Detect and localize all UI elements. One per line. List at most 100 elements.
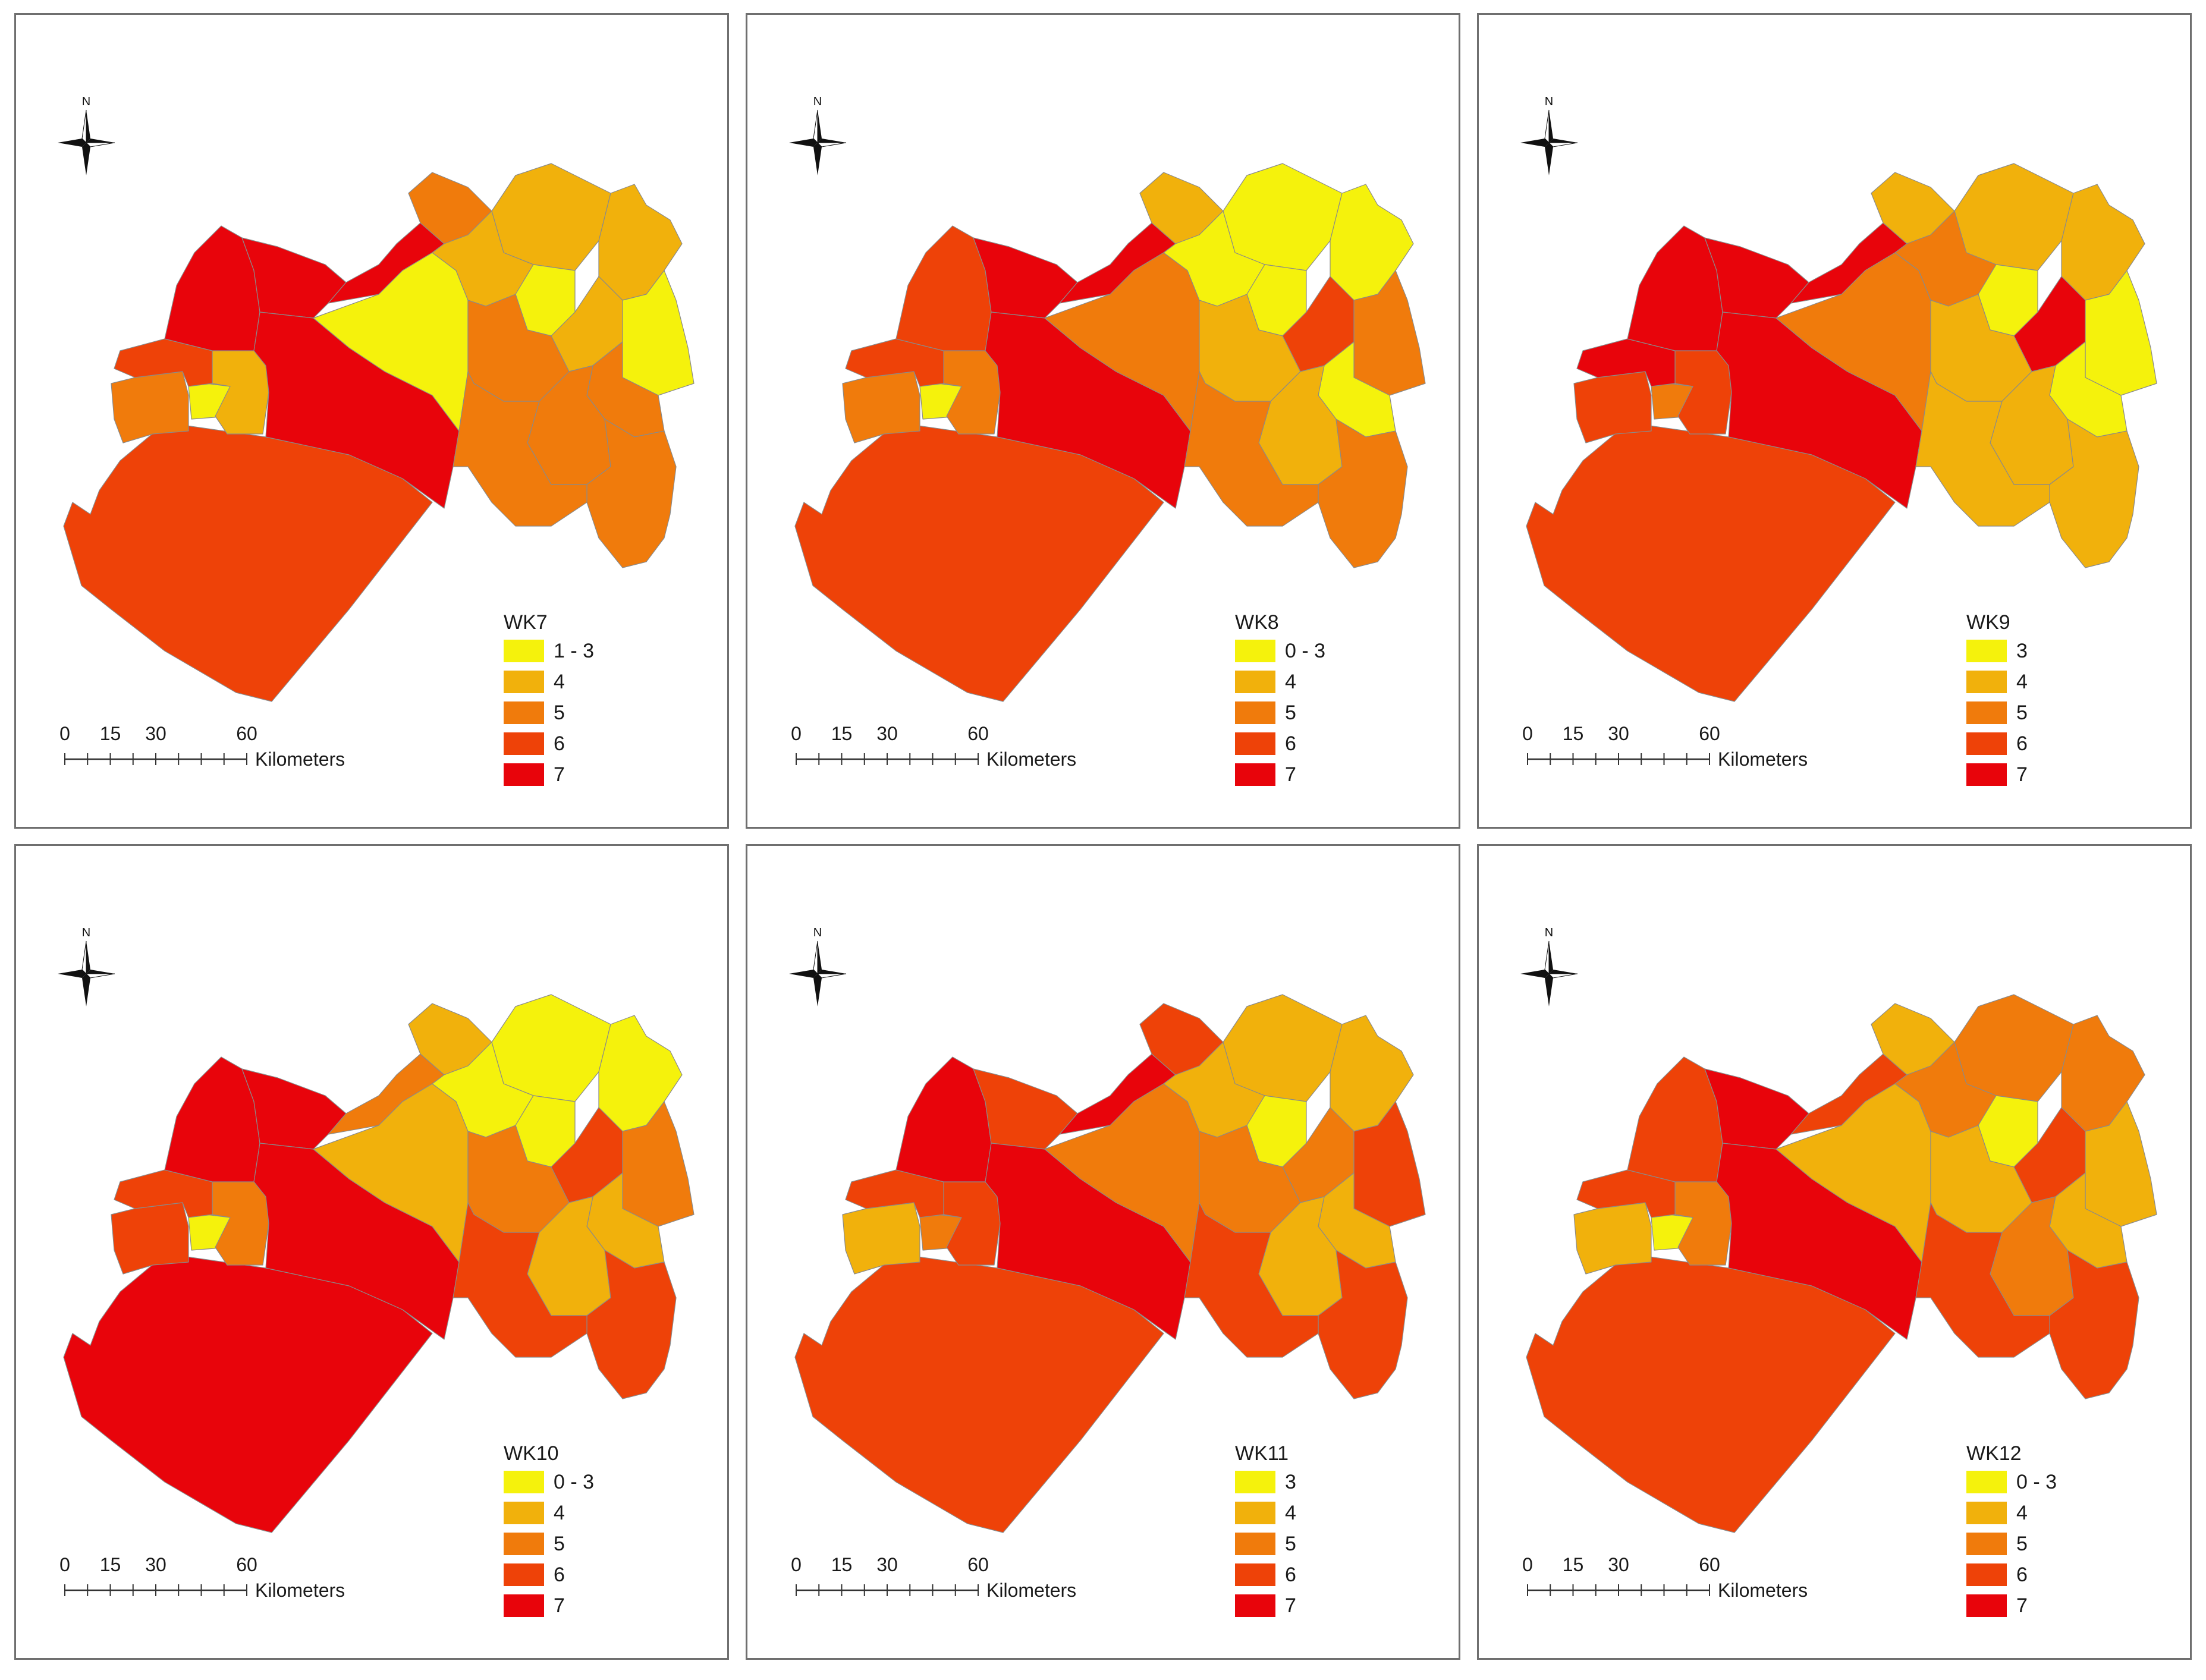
scale-tick-label: 0 (1522, 723, 1533, 744)
choropleth-map: N 0 15 30 60 Kilometers (58, 926, 695, 1601)
legend-entry: 7 (1966, 759, 2121, 790)
legend-swatch (1235, 1471, 1275, 1493)
region-ne2 (491, 163, 611, 271)
legend-entry: 5 (504, 697, 658, 728)
legend-entry: 4 (1235, 1497, 1390, 1528)
region-eLower (452, 371, 587, 527)
map-panel-wk9: N 0 15 30 60 Kilometers WK9 3 4 5 6 7 (1477, 13, 2192, 829)
legend-label: 7 (2016, 1594, 2028, 1617)
legend-label: 3 (1285, 1470, 1296, 1493)
legend-label: 6 (1285, 1563, 1296, 1586)
scale-tick-label: 0 (791, 1554, 802, 1575)
scale-tick-label: 0 (1522, 1554, 1533, 1575)
region-ne3 (598, 1015, 683, 1132)
legend-title: WK12 (1966, 1442, 2022, 1465)
legend-entry: 1 - 3 (504, 635, 658, 666)
legend-title: WK11 (1235, 1442, 1289, 1465)
legend-entry: 4 (1235, 666, 1390, 697)
map-panel-wk7: N 0 15 30 60 Kilometers WK7 1 - 3 4 5 6 7 (14, 13, 729, 829)
region-ne3 (1330, 184, 1414, 301)
scale-bar: 0 15 30 60 Kilometers (1522, 1554, 1808, 1601)
legend-title: WK9 (1966, 611, 2010, 634)
legend-label: 6 (554, 732, 565, 755)
scale-bar: 0 15 30 60 Kilometers (791, 1554, 1076, 1601)
legend-swatch (504, 1533, 544, 1555)
legend-entry: 3 (1966, 635, 2121, 666)
legend-swatch (504, 1563, 544, 1586)
region-ne3 (2061, 184, 2145, 301)
legend-swatch (1235, 1533, 1275, 1555)
scale-tick-label: 60 (967, 723, 989, 744)
legend-entry: 6 (1966, 728, 2121, 759)
legend-swatch (504, 732, 544, 755)
legend-entry: 6 (504, 1559, 658, 1590)
legend-swatch (1966, 640, 2007, 662)
legend-swatch (1966, 732, 2007, 755)
scale-tick-label: 60 (1699, 1554, 1720, 1575)
scale-unit-label: Kilometers (1718, 1580, 1808, 1601)
legend-label: 7 (1285, 1594, 1296, 1617)
north-arrow-icon: N (789, 926, 847, 1006)
legend-entry: 0 - 3 (1235, 635, 1390, 666)
scale-tick-label: 60 (1699, 723, 1720, 744)
legend-entry: 5 (1966, 1528, 2121, 1559)
choropleth-map: N 0 15 30 60 Kilometers (58, 95, 695, 770)
scale-bar: 0 15 30 60 Kilometers (791, 723, 1076, 770)
north-arrow-icon: N (58, 926, 115, 1006)
legend-label: 4 (2016, 670, 2028, 693)
scale-tick-label: 0 (791, 723, 802, 744)
legend-label: 7 (1285, 763, 1296, 786)
north-label: N (1545, 95, 1553, 108)
legend-label: 7 (554, 763, 565, 786)
region-eLower (452, 1202, 587, 1358)
map-legend: WK11 3 4 5 6 7 (1235, 1440, 1390, 1621)
legend-swatch (1235, 763, 1275, 786)
legend-label: 5 (1285, 701, 1296, 724)
map-legend: WK9 3 4 5 6 7 (1966, 609, 2121, 790)
region-ne2 (1223, 163, 1343, 271)
legend-label: 4 (2016, 1501, 2028, 1524)
legend-label: 6 (2016, 1563, 2028, 1586)
scale-tick-label: 30 (145, 723, 166, 744)
map-legend: WK8 0 - 3 4 5 6 7 (1235, 609, 1390, 790)
legend-swatch (504, 671, 544, 693)
choropleth-map: N 0 15 30 60 Kilometers (789, 95, 1426, 770)
scale-tick-label: 15 (100, 723, 121, 744)
legend-swatch (504, 1594, 544, 1617)
scale-tick-label: 0 (59, 1554, 70, 1575)
legend-label: 0 - 3 (554, 1470, 595, 1493)
legend-entry: 6 (504, 728, 658, 759)
legend-entry: 6 (1235, 1559, 1390, 1590)
legend-swatch (1966, 1502, 2007, 1524)
north-label: N (82, 926, 90, 939)
legend-label: 0 - 3 (1285, 639, 1326, 662)
legend-swatch (1966, 671, 2007, 693)
legend-swatch (1235, 1563, 1275, 1586)
legend-entry: 4 (1966, 1497, 2121, 1528)
region-ne3 (2061, 1015, 2145, 1132)
legend-swatch (504, 1502, 544, 1524)
region-ne3 (598, 184, 683, 301)
north-arrow-icon: N (1520, 926, 1578, 1006)
legend-swatch (1966, 1533, 2007, 1555)
map-panel-wk8: N 0 15 30 60 Kilometers WK8 0 - 3 4 5 6 7 (746, 13, 1460, 829)
legend-entry: 5 (1966, 697, 2121, 728)
region-ne2 (1954, 163, 2074, 271)
legend-swatch (504, 1471, 544, 1493)
legend-swatch (1235, 701, 1275, 724)
north-arrow-icon: N (1520, 95, 1578, 175)
scale-tick-label: 30 (876, 1554, 898, 1575)
legend-label: 7 (2016, 763, 2028, 786)
region-eLower (1915, 1202, 2050, 1358)
legend-swatch (1966, 1594, 2007, 1617)
region-eLower (1184, 1202, 1319, 1358)
scale-tick-label: 0 (59, 723, 70, 744)
map-panel-wk12: N 0 15 30 60 Kilometers WK12 0 - 3 4 5 6 7 (1477, 844, 2192, 1660)
legend-swatch (1235, 1502, 1275, 1524)
legend-swatch (1966, 1563, 2007, 1586)
legend-label: 5 (554, 1532, 565, 1555)
region-coastTop (842, 1202, 920, 1275)
legend-entry: 7 (1235, 759, 1390, 790)
scale-tick-label: 30 (876, 723, 898, 744)
legend-swatch (1235, 640, 1275, 662)
